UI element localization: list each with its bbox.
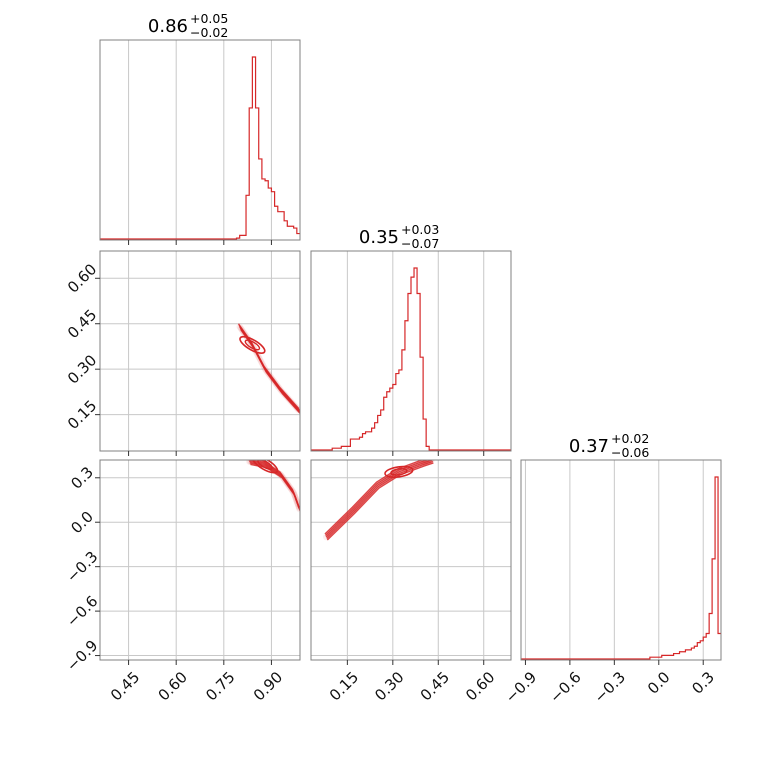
x-tick-label: 0.75: [202, 668, 238, 704]
panel-frame: [99, 39, 301, 241]
x-tick-label: 0.3: [688, 668, 718, 698]
pair-panel-0-2: 0.45 0.60 0.75 0.90−0.9−0.6−0.30.00.3: [63, 459, 301, 704]
contour-core: [384, 465, 414, 478]
panel-frame: [310, 250, 512, 452]
contour-group: [246, 460, 300, 513]
contour-group: [322, 460, 435, 541]
x-tick-label: −0.9: [502, 668, 540, 706]
panel-frame: [99, 250, 301, 452]
contour-line: [325, 460, 433, 538]
param-title-plus-2: +0.02: [611, 431, 649, 446]
y-tick-label: 0.3: [67, 463, 97, 493]
x-tick-label: 0.30: [371, 668, 407, 704]
param-title-minus-2: −0.06: [611, 445, 649, 460]
param-title-0: 0.86: [148, 16, 188, 37]
param-title-plus-1: +0.03: [401, 222, 439, 237]
param-title-2: 0.37: [569, 436, 609, 457]
contour-group: [236, 323, 300, 415]
panel-frame: [310, 459, 512, 661]
histogram-1: [311, 267, 511, 451]
histogram-panel-2: −0.9 −0.6 −0.3 0.0 0.3 0.37 +0.02−0.06: [502, 431, 722, 707]
x-tick-label: 0.45: [417, 668, 453, 704]
contour-line: [240, 329, 300, 415]
contour-core: [239, 335, 266, 354]
contour-line: [326, 462, 434, 541]
param-title-minus-0: −0.02: [190, 25, 228, 40]
x-tick-label: −0.6: [546, 668, 584, 706]
contour-line: [250, 463, 300, 513]
histogram-0: [100, 56, 300, 240]
x-tick-label: 0.45: [107, 668, 143, 704]
param-title-plus-0: +0.05: [190, 11, 228, 26]
pair-panel-0-1: 0.15 0.30 0.45 0.60: [64, 250, 301, 456]
histogram-panel-1: 0.35 +0.03−0.07: [310, 222, 512, 456]
x-tick-label: 0.60: [155, 668, 191, 704]
histogram-2: [521, 476, 721, 660]
contour-core: [390, 467, 408, 476]
contour-core: [244, 339, 261, 351]
histogram-panel-0: 0.86 +0.05−0.02: [99, 11, 301, 245]
param-title-1: 0.35: [359, 227, 399, 248]
y-tick-label: 0.0: [67, 508, 97, 538]
contour-line: [326, 460, 434, 540]
panel-frame: [520, 459, 722, 661]
y-tick-label: 0.15: [64, 397, 100, 433]
x-tick-label: 0.60: [462, 668, 498, 704]
y-tick-label: 0.30: [64, 351, 100, 387]
y-tick-label: 0.45: [64, 306, 100, 342]
y-tick-label: 0.60: [64, 260, 100, 296]
panel-frame: [99, 459, 301, 661]
x-tick-label: −0.3: [591, 668, 629, 706]
param-title-minus-1: −0.07: [401, 236, 439, 251]
x-tick-label: 0.90: [250, 668, 286, 704]
x-tick-label: 0.0: [644, 668, 674, 698]
pair-panel-1-2: 0.15 0.30 0.45 0.60: [310, 459, 512, 704]
x-tick-label: 0.15: [326, 668, 362, 704]
